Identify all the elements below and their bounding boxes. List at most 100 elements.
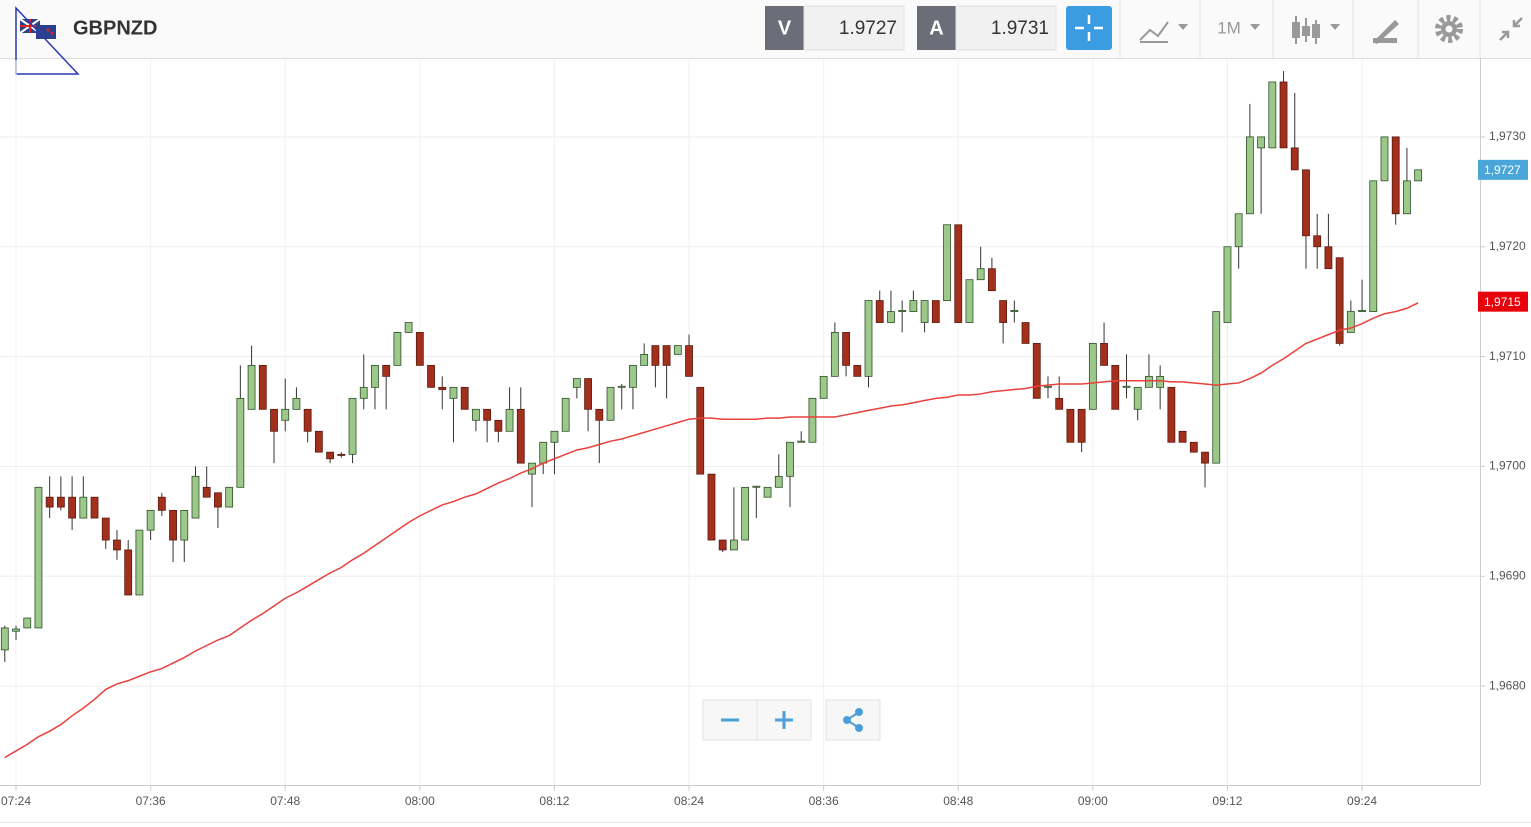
candle-body: [135, 529, 144, 596]
annotation-triangle: [15, 6, 80, 75]
candle-body: [359, 386, 368, 399]
x-tick-label: 07:36: [136, 794, 166, 808]
candle-body: [146, 509, 155, 531]
plot: 1,9680 1,9690 1,9700 1,9710 1,9720 1,9730 07:2…: [0, 60, 1528, 808]
candle-body: [0, 627, 9, 651]
chart-type-button[interactable]: [1139, 21, 1188, 43]
candle-body: [550, 430, 559, 443]
candle-body: [1245, 136, 1254, 215]
candle-body: [1077, 408, 1086, 443]
candle-body: [752, 485, 761, 488]
candle-body: [1335, 257, 1344, 344]
candle-body: [976, 268, 985, 281]
candle-body: [236, 397, 245, 488]
candle-body: [1346, 311, 1355, 333]
candle-body: [1234, 213, 1243, 248]
flag-icon: [19, 18, 56, 39]
candle-body: [404, 322, 413, 333]
candle-body: [763, 486, 772, 498]
x-tick-label: 09:00: [1078, 794, 1108, 808]
candle-body: [561, 397, 570, 432]
candle-body: [1391, 136, 1400, 215]
candle-body: [808, 397, 817, 443]
share-button[interactable]: [825, 699, 881, 741]
x-tick-label: 09:12: [1212, 794, 1242, 808]
candle-body: [640, 353, 649, 366]
candle-body: [1122, 385, 1131, 388]
timeframe-button[interactable]: 1M: [1217, 18, 1260, 37]
candle-body: [516, 408, 525, 464]
x-tick-label: 08:24: [674, 794, 704, 808]
candle-body: [101, 517, 110, 541]
sell-price: 1.9727: [839, 18, 897, 39]
zoom-in-button[interactable]: [756, 699, 812, 741]
candle-body: [707, 473, 716, 541]
candle-body: [864, 300, 873, 377]
candle-body: [460, 386, 469, 410]
candle-body: [662, 345, 671, 366]
candle-body: [382, 364, 391, 377]
candle-body: [786, 441, 794, 477]
x-tick-label: 09:24: [1347, 794, 1377, 808]
candle-body: [1178, 430, 1187, 443]
candle-body: [797, 440, 806, 443]
collapse-button[interactable]: [1499, 17, 1523, 41]
candle-body: [56, 496, 65, 508]
candle-body: [1212, 311, 1221, 464]
candle-body: [415, 332, 424, 366]
moving-average-line: [4, 302, 1419, 759]
candle-style-button[interactable]: [1292, 16, 1340, 44]
x-tick-label: 08:48: [943, 794, 973, 808]
sell-button[interactable]: V 1.9727: [765, 5, 905, 51]
buy-button[interactable]: A 1.9731: [917, 5, 1057, 51]
symbol: GBPNZD: [73, 17, 157, 39]
candle-body: [23, 617, 32, 629]
candle-body: [68, 496, 77, 519]
candle-body: [741, 486, 750, 541]
candle-body: [1032, 343, 1041, 399]
candle-body: [853, 364, 862, 377]
candle-body: [1313, 235, 1322, 248]
candle-body: [629, 364, 637, 388]
candle-body: [45, 496, 54, 508]
candle-body: [730, 539, 738, 551]
candle-body: [90, 496, 99, 519]
candle-body: [718, 539, 727, 551]
candle-body: [34, 486, 43, 629]
candle-body: [819, 375, 828, 399]
candle-body: [617, 385, 626, 388]
candle-body: [1201, 451, 1209, 464]
price-tag: [1478, 159, 1528, 180]
candle-body: [1358, 310, 1366, 312]
y-tick-label: 1,9720: [1489, 239, 1526, 253]
candle-body: [12, 628, 20, 632]
candle-body: [348, 397, 357, 455]
candle-body: [696, 386, 705, 475]
candle-body: [169, 509, 177, 541]
candle-body: [1302, 169, 1310, 237]
candle-body: [225, 486, 234, 508]
y-tick-label: 1,9730: [1489, 129, 1526, 143]
candle-body: [1380, 136, 1389, 182]
candle-body: [606, 386, 615, 421]
candle-body: [1111, 364, 1120, 410]
candle-body: [303, 408, 312, 432]
candle-body: [314, 430, 323, 453]
candle-body: [909, 300, 918, 312]
candle-body: [1055, 397, 1064, 410]
crosshair-button[interactable]: [1066, 6, 1112, 50]
candle-body: [427, 364, 435, 388]
candle-body: [79, 496, 88, 519]
sell-label: V: [778, 17, 792, 39]
zoom-out-button[interactable]: [702, 699, 758, 741]
candle-body: [247, 364, 256, 410]
candle-body: [483, 408, 492, 421]
price-tag-label: 1,9727: [1484, 163, 1521, 177]
settings-button[interactable]: [1435, 15, 1463, 43]
candle-body: [214, 492, 222, 508]
candle-body: [1324, 246, 1333, 270]
timeframe: 1M: [1217, 18, 1241, 37]
x-tick-label: 07:24: [1, 794, 31, 808]
draw-button[interactable]: [1373, 20, 1399, 44]
x-tick-label: 08:12: [539, 794, 569, 808]
